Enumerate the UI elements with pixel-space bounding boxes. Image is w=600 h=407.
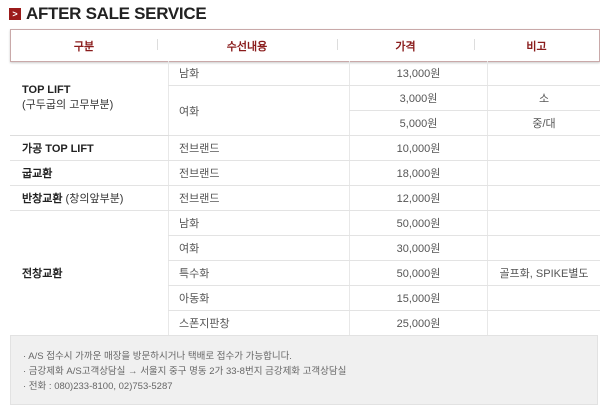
- price-cell: 12,000원: [349, 185, 488, 211]
- note-line: · 전화 : 080)233-8100, 02)753-5287: [23, 381, 173, 392]
- note-cell: [487, 160, 600, 186]
- note-cell: 중/대: [487, 110, 600, 136]
- note-cell: [487, 285, 600, 311]
- price-cell: 25,000원: [349, 310, 488, 335]
- table-row: 굽교환 전브랜드 18,000원: [10, 160, 600, 186]
- table-row: 반창교환 (창의앞부분) 전브랜드 12,000원: [10, 185, 600, 211]
- note-cell: [487, 235, 600, 261]
- content-cell: 스폰지판창: [168, 310, 350, 335]
- price-cell: 5,000원: [349, 110, 488, 136]
- header-price: 가격: [337, 38, 474, 54]
- header-content: 수선내용: [157, 38, 337, 54]
- category-gagong: 가공 TOP LIFT: [10, 135, 169, 161]
- category-banchang: 반창교환 (창의앞부분): [10, 185, 169, 211]
- table-row: 스폰지판창 25,000원: [10, 310, 600, 335]
- price-cell: 18,000원: [349, 160, 488, 186]
- table-header: 구분 수선내용 가격 비고: [10, 29, 600, 62]
- content-cell: 남화: [168, 61, 350, 86]
- service-price-table: TOP LIFT (구두굽의 고무부분) 남화 13,000원 여화 3,000원…: [10, 61, 600, 335]
- table-row: 여화 30,000원: [10, 235, 600, 261]
- table-row: 여화 3,000원 소: [10, 85, 600, 136]
- content-cell: 전브랜드: [168, 160, 350, 186]
- table-row: 아동화 15,000원: [10, 285, 600, 311]
- note-cell: [487, 61, 600, 86]
- note-cell: [487, 185, 600, 211]
- category-gup: 굽교환: [10, 160, 169, 186]
- price-cell: 15,000원: [349, 285, 488, 311]
- price-cell: 50,000원: [349, 260, 488, 286]
- content-cell: 여화: [168, 85, 350, 136]
- table-row: 5,000원 중/대: [10, 110, 600, 136]
- table-row: 전창교환 남화 50,000원: [10, 210, 600, 280]
- note-cell: 소: [487, 85, 600, 111]
- header-note: 비고: [474, 38, 599, 54]
- content-cell: 여화: [168, 235, 350, 261]
- price-cell: 50,000원: [349, 210, 488, 236]
- content-cell: 특수화: [168, 260, 350, 286]
- notes-box: · A/S 접수시 가까운 매장을 방문하시거나 택배로 접수가 가능합니다. …: [10, 335, 598, 405]
- note-cell: 골프화, SPIKE별도: [487, 260, 600, 286]
- content-cell: 아동화: [168, 285, 350, 311]
- content-cell: 전브랜드: [168, 135, 350, 161]
- category-jeonchang: 전창교환: [22, 268, 63, 280]
- page-title: AFTER SALE SERVICE: [26, 4, 207, 23]
- chevron-right-icon: >: [9, 8, 21, 20]
- price-cell: 30,000원: [349, 235, 488, 261]
- table-row: 특수화 50,000원 골프화, SPIKE별도: [10, 260, 600, 286]
- note-line: · 금강제화 A/S고객상담실 → 서울지 중구 명동 2가 33-8번지 금강…: [23, 366, 347, 377]
- price-cell: 10,000원: [349, 135, 488, 161]
- note-cell: [487, 310, 600, 335]
- price-cell: 13,000원: [349, 61, 488, 86]
- note-line: · A/S 접수시 가까운 매장을 방문하시거나 택배로 접수가 가능합니다.: [23, 351, 292, 362]
- table-row: TOP LIFT (구두굽의 고무부분) 남화 13,000원: [10, 61, 600, 136]
- note-cell: [487, 210, 600, 236]
- note-cell: [487, 135, 600, 161]
- price-cell: 3,000원: [349, 85, 488, 111]
- header-category: 구분: [73, 40, 95, 53]
- category-top-lift: TOP LIFT (구두굽의 고무부분): [10, 61, 169, 136]
- table-row: 가공 TOP LIFT 전브랜드 10,000원: [10, 135, 600, 161]
- content-cell: 전브랜드: [168, 185, 350, 211]
- content-cell: 남화: [168, 210, 350, 236]
- section-title: > AFTER SALE SERVICE: [9, 4, 207, 24]
